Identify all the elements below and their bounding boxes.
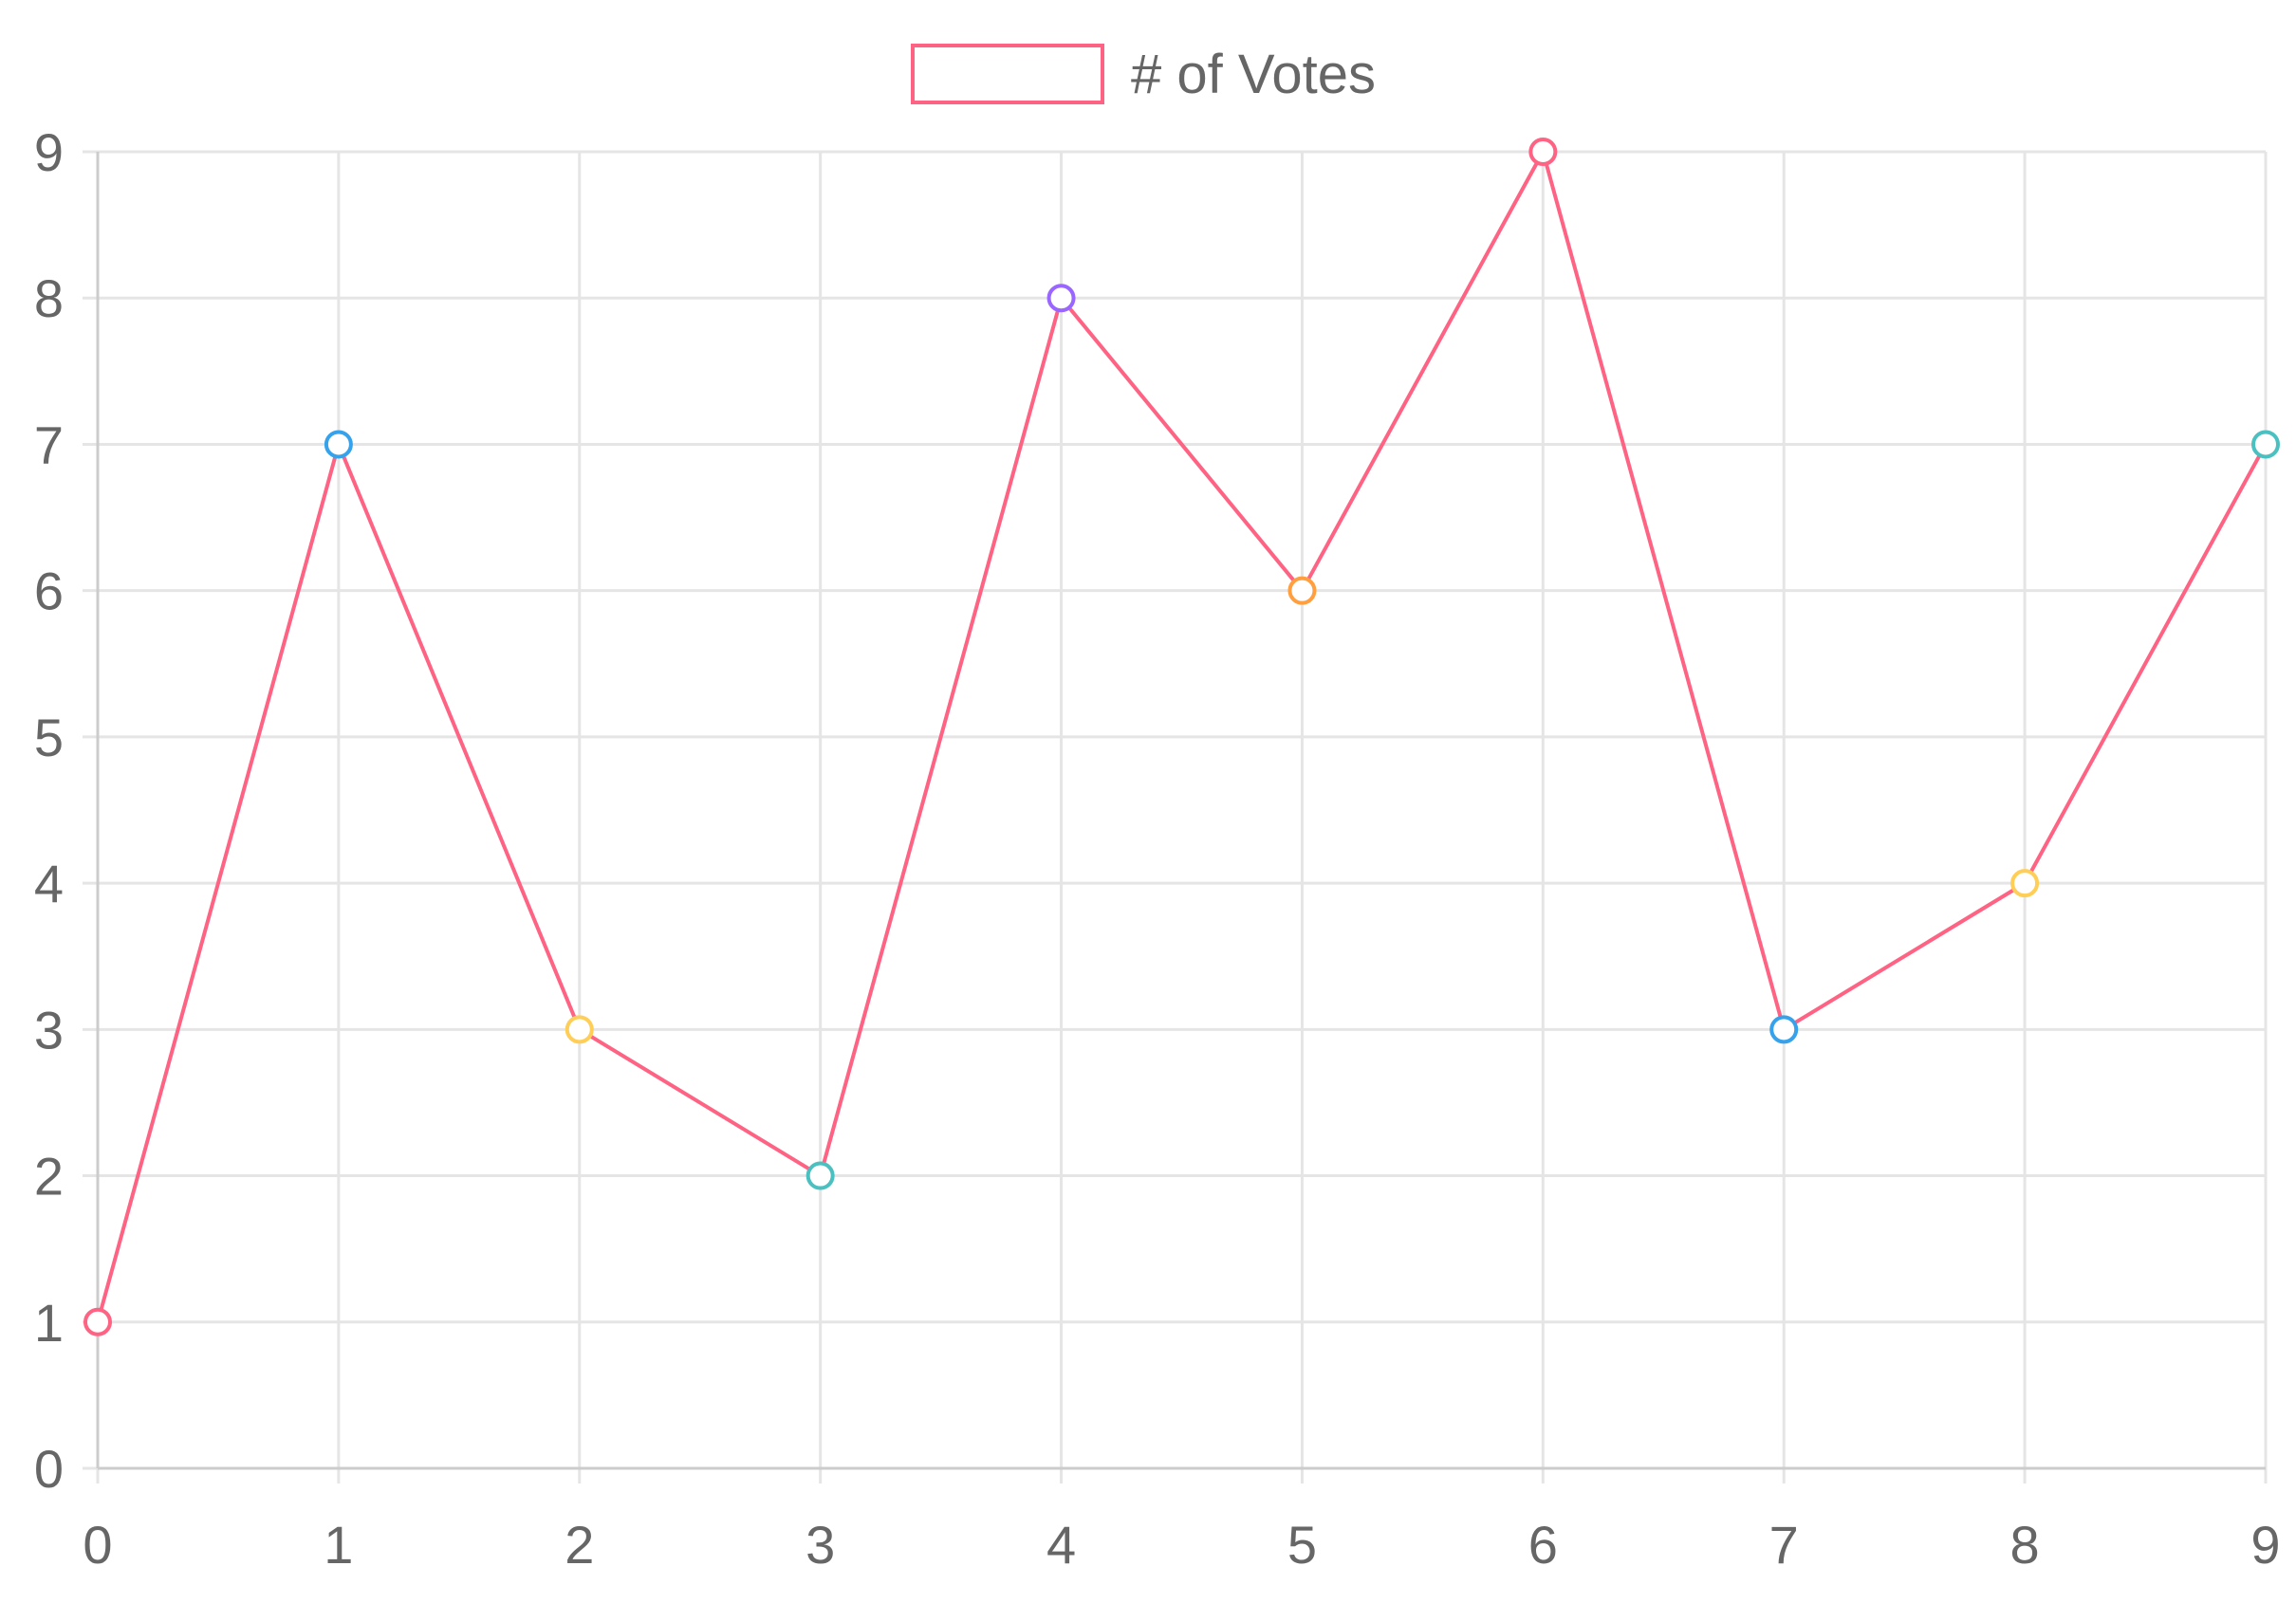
x-tick-label: 5 bbox=[1287, 1515, 1317, 1575]
data-point bbox=[1769, 1015, 1799, 1044]
series-line bbox=[96, 150, 2268, 1323]
x-tick-label: 4 bbox=[1046, 1515, 1076, 1575]
data-point bbox=[805, 1161, 835, 1190]
x-tick-label: 2 bbox=[565, 1515, 594, 1575]
grid bbox=[83, 150, 2268, 1483]
y-tick-label: 5 bbox=[34, 708, 64, 767]
x-tick-label: 3 bbox=[805, 1515, 835, 1575]
data-point bbox=[2251, 430, 2280, 459]
y-tick-label: 4 bbox=[34, 854, 64, 913]
y-tick-label: 8 bbox=[34, 268, 64, 328]
y-tick-label: 2 bbox=[34, 1147, 64, 1207]
y-tick-label: 6 bbox=[34, 562, 64, 621]
axes bbox=[96, 152, 2266, 1470]
data-point bbox=[1046, 284, 1076, 313]
x-tick-label: 8 bbox=[2010, 1515, 2040, 1575]
data-point bbox=[324, 430, 353, 459]
y-tick-label: 9 bbox=[34, 122, 64, 182]
data-point bbox=[1528, 138, 1558, 166]
x-tick-label: 1 bbox=[324, 1515, 353, 1575]
y-tick-label: 1 bbox=[34, 1293, 64, 1353]
legend[interactable]: # of Votes bbox=[911, 44, 1376, 105]
tick-labels: 0 1 2 3 4 5 6 7 8 9 0 1 2 3 4 5 6 7 8 9 bbox=[34, 122, 2281, 1575]
data-point bbox=[565, 1015, 594, 1044]
data-point bbox=[2010, 869, 2040, 898]
legend-swatch[interactable] bbox=[911, 44, 1104, 104]
x-tick-label: 6 bbox=[1528, 1515, 1558, 1575]
y-tick-label: 7 bbox=[34, 415, 64, 474]
x-tick-label: 0 bbox=[83, 1515, 112, 1575]
legend-label[interactable]: # of Votes bbox=[1131, 44, 1376, 105]
data-point bbox=[1287, 576, 1317, 605]
y-tick-label: 0 bbox=[34, 1439, 64, 1499]
x-tick-label: 7 bbox=[1769, 1515, 1799, 1575]
y-tick-label: 3 bbox=[34, 1000, 64, 1059]
data-point bbox=[83, 1307, 112, 1336]
x-tick-label: 9 bbox=[2250, 1515, 2280, 1575]
series bbox=[83, 138, 2280, 1336]
